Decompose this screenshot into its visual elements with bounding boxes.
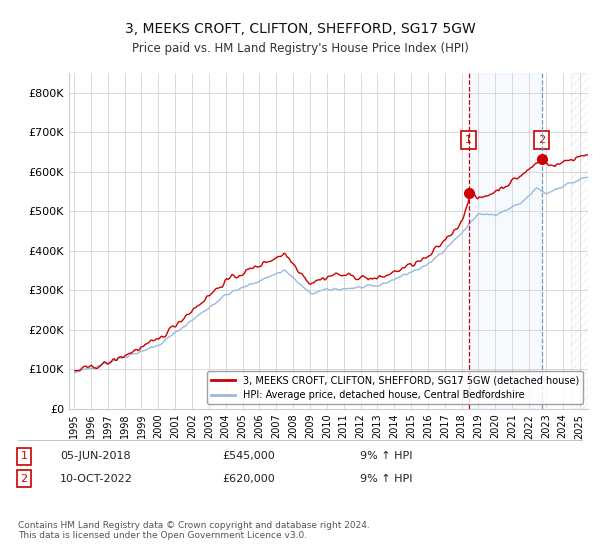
Bar: [469, 73, 542, 409]
Text: £545,000: £545,000: [222, 451, 275, 461]
Legend: 3, MEEKS CROFT, CLIFTON, SHEFFORD, SG17 5GW (detached house), HPI: Average price: 3, MEEKS CROFT, CLIFTON, SHEFFORD, SG17 …: [207, 371, 583, 404]
Text: £620,000: £620,000: [222, 474, 275, 484]
Bar: [571, 73, 588, 409]
Text: 10-OCT-2022: 10-OCT-2022: [60, 474, 133, 484]
Text: 2: 2: [538, 135, 545, 145]
Text: 05-JUN-2018: 05-JUN-2018: [60, 451, 131, 461]
Text: 9% ↑ HPI: 9% ↑ HPI: [360, 451, 413, 461]
Text: 2: 2: [20, 474, 28, 484]
Text: 1: 1: [465, 135, 472, 145]
Text: Contains HM Land Registry data © Crown copyright and database right 2024.
This d: Contains HM Land Registry data © Crown c…: [18, 521, 370, 540]
Text: 9% ↑ HPI: 9% ↑ HPI: [360, 474, 413, 484]
Text: 3, MEEKS CROFT, CLIFTON, SHEFFORD, SG17 5GW: 3, MEEKS CROFT, CLIFTON, SHEFFORD, SG17 …: [125, 22, 475, 36]
Text: 1: 1: [20, 451, 28, 461]
Text: Price paid vs. HM Land Registry's House Price Index (HPI): Price paid vs. HM Land Registry's House …: [131, 42, 469, 55]
